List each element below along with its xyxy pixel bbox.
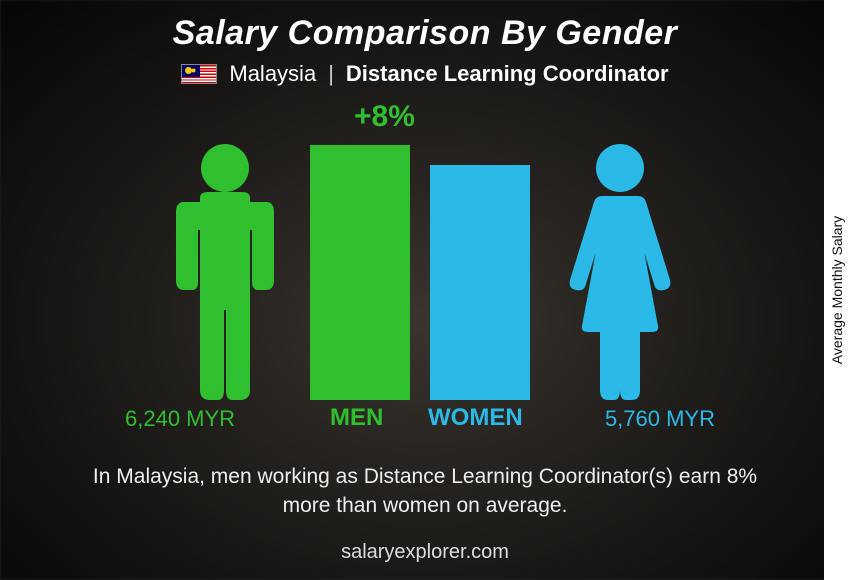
men-salary: 6,240 MYR [125, 406, 235, 432]
country-label: Malaysia [229, 61, 316, 87]
malaysia-flag-icon [181, 64, 217, 84]
chart-area: +8% 6,240 MYR MEN WOMEN 5,760 MYR [140, 110, 700, 440]
subtitle-row: Malaysia | Distance Learning Coordinator [0, 61, 850, 87]
infographic-content: Salary Comparison By Gender Malaysia | D… [0, 0, 850, 580]
side-axis-label: Average Monthly Salary [829, 216, 845, 364]
man-icon [170, 140, 280, 400]
woman-icon [560, 140, 680, 400]
women-bar [430, 165, 530, 400]
side-label-panel: Average Monthly Salary [824, 0, 850, 580]
separator: | [328, 61, 334, 87]
main-title: Salary Comparison By Gender [0, 0, 850, 53]
men-bar-label: MEN [330, 404, 383, 432]
percentage-diff-label: +8% [354, 100, 415, 134]
men-bar [310, 145, 410, 400]
description-text: In Malaysia, men working as Distance Lea… [0, 463, 850, 520]
women-salary: 5,760 MYR [605, 406, 715, 432]
source-footer: salaryexplorer.com [0, 541, 850, 564]
job-title: Distance Learning Coordinator [346, 61, 669, 87]
women-bar-label: WOMEN [428, 404, 523, 432]
